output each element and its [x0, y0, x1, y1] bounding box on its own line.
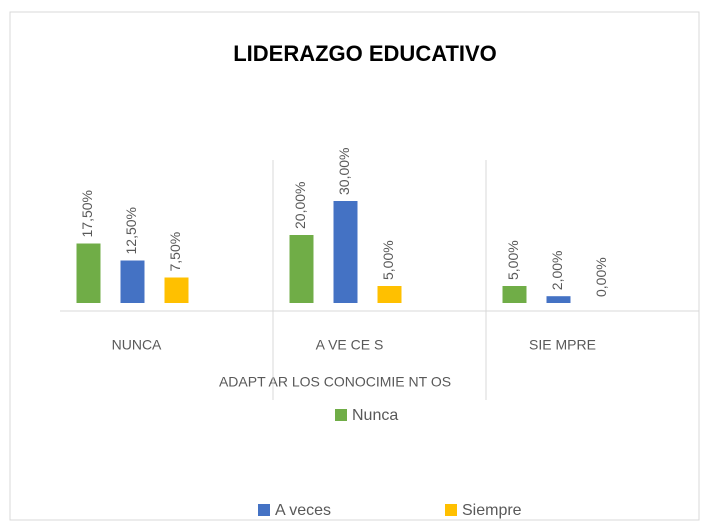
- legend-label: Siempre: [462, 502, 522, 519]
- legend-swatch: [335, 409, 347, 421]
- legend-swatch: [445, 504, 457, 516]
- x-axis-label: ADAPT AR LOS CONOCIMIE NT OS: [219, 374, 451, 390]
- x-tick-label: NUNCA: [112, 337, 162, 353]
- legend-label: Nunca: [352, 407, 398, 424]
- chart-title: LIDERAZGO EDUCATIVO: [233, 41, 497, 66]
- bar: [120, 260, 145, 303]
- bar: [502, 286, 527, 303]
- bar: [377, 286, 402, 303]
- x-tick-label: SIE MPRE: [529, 337, 596, 353]
- bar: [76, 243, 101, 303]
- legend-swatch: [258, 504, 270, 516]
- data-label: 17,50%: [79, 190, 95, 237]
- bar: [546, 296, 571, 303]
- bar: [333, 201, 358, 303]
- bar: [164, 277, 189, 303]
- x-tick-label: A VE CE S: [316, 337, 384, 353]
- bar: [289, 235, 314, 303]
- data-label: 20,00%: [292, 182, 308, 229]
- data-label: 2,00%: [549, 250, 565, 290]
- data-label: 7,50%: [167, 232, 183, 272]
- legend-label: A veces: [275, 502, 331, 519]
- data-label: 5,00%: [380, 240, 396, 280]
- data-label: 0,00%: [593, 257, 609, 297]
- data-label: 5,00%: [505, 240, 521, 280]
- data-label: 12,50%: [123, 207, 139, 254]
- data-label: 30,00%: [336, 148, 352, 195]
